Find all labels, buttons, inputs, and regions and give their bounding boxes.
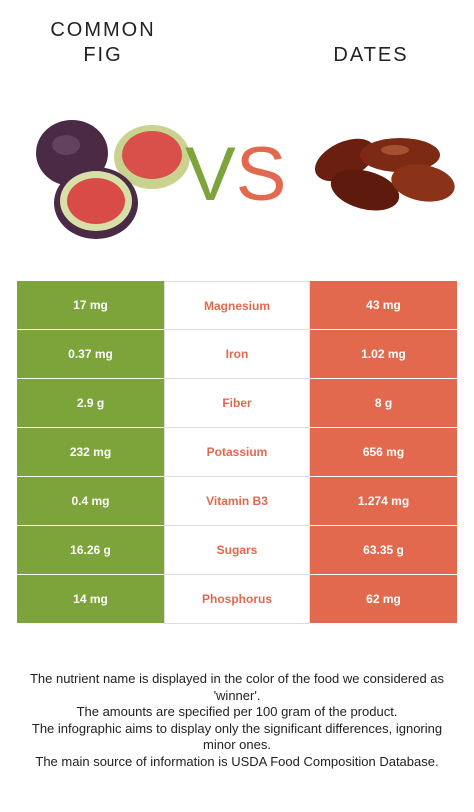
- table-row: 16.26 g Sugars 63.35 g: [17, 526, 457, 575]
- comparison-table: 17 mg Magnesium 43 mg 0.37 mg Iron 1.02 mg 2.9…: [17, 281, 457, 624]
- right-value: 62 mg: [310, 575, 457, 624]
- table-row: 232 mg Potassium 656 mg: [17, 428, 457, 477]
- left-value: 16.26 g: [17, 526, 164, 575]
- left-value: 0.37 mg: [17, 330, 164, 379]
- right-value: 1.274 mg: [310, 477, 457, 526]
- footer: The nutrient name is displayed in the co…: [14, 671, 460, 770]
- left-value: 14 mg: [17, 575, 164, 624]
- nutrient-name: Sugars: [164, 526, 310, 575]
- left-value: 0.4 mg: [17, 477, 164, 526]
- footer-note: The main source of information is USDA F…: [35, 753, 439, 769]
- nutrient-name: Fiber: [164, 379, 310, 428]
- table-row: 0.37 mg Iron 1.02 mg: [17, 330, 457, 379]
- table-row: 17 mg Magnesium 43 mg: [17, 281, 457, 330]
- left-value: 2.9 g: [17, 379, 164, 428]
- left-title: COMMON FIG: [50, 19, 156, 66]
- nutrient-name: Vitamin B3: [164, 477, 310, 526]
- table-row: 14 mg Phosphorus 62 mg: [17, 575, 457, 624]
- footer-note: The infographic aims to display only the…: [31, 720, 443, 753]
- right-title: DATES: [333, 44, 409, 66]
- nutrient-name: Potassium: [164, 428, 310, 477]
- footer-note: The nutrient name is displayed in the co…: [29, 671, 445, 703]
- right-value: 8 g: [310, 379, 457, 428]
- vs-v: V: [185, 132, 236, 217]
- right-value: 43 mg: [310, 281, 457, 330]
- vs-s: S: [235, 132, 287, 217]
- right-value: 656 mg: [310, 428, 457, 477]
- table-row: 2.9 g Fiber 8 g: [17, 379, 457, 428]
- table-row: 0.4 mg Vitamin B3 1.274 mg: [17, 477, 457, 526]
- nutrient-name: Iron: [164, 330, 310, 379]
- nutrient-name: Phosphorus: [164, 575, 310, 624]
- fig-image: [36, 120, 190, 239]
- right-value: 1.02 mg: [310, 330, 457, 379]
- vs-label: VS: [185, 135, 286, 215]
- footer-note: The amounts are specified per 100 gram o…: [76, 704, 398, 719]
- left-value: 17 mg: [17, 281, 164, 330]
- left-value: 232 mg: [17, 428, 164, 477]
- right-value: 63.35 g: [310, 526, 457, 575]
- nutrient-name: Magnesium: [164, 281, 310, 330]
- dates-image: [315, 138, 455, 211]
